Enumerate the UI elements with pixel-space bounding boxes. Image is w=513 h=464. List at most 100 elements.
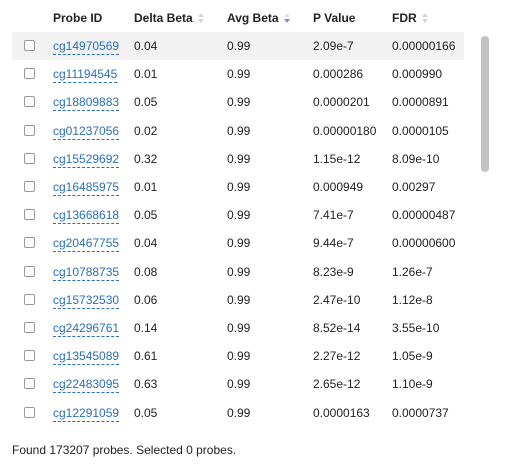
- row-checkbox[interactable]: [24, 406, 35, 418]
- avg-beta-cell: 0.99: [227, 264, 251, 279]
- p-value-cell: 2.47e-10: [313, 292, 361, 307]
- fdr-cell: 0.00297: [392, 180, 436, 194]
- table-row[interactable]: cg01237056 0.02 0.99 0.00000180 0.0000105: [12, 117, 464, 145]
- probe-link[interactable]: cg18809883: [53, 95, 120, 112]
- p-value-cell: 2.09e-7: [313, 39, 354, 53]
- probe-id-cell: cg22483095: [53, 377, 120, 394]
- probe-link[interactable]: cg15529692: [53, 151, 120, 168]
- probe-link[interactable]: cg14970569: [53, 39, 120, 55]
- fdr-cell: 8.09e-10: [392, 151, 440, 166]
- table-header: Probe ID Delta Beta Avg Beta P Value FDR: [12, 0, 464, 35]
- probe-id-cell: cg20467755: [53, 236, 120, 253]
- row-checkbox[interactable]: [24, 40, 35, 51]
- fdr-cell: 0.00000487: [392, 208, 456, 223]
- vertical-scrollbar[interactable]: [478, 30, 492, 432]
- table-row[interactable]: cg15529692 0.32 0.99 1.15e-12 8.09e-10: [12, 145, 464, 173]
- delta-beta-cell: 0.04: [134, 236, 158, 251]
- table-row[interactable]: cg22483095 0.63 0.99 2.65e-12 1.10e-9: [12, 370, 464, 398]
- delta-beta-cell: 0.05: [134, 405, 158, 420]
- table-row[interactable]: cg13545089 0.61 0.99 2.27e-12 1.05e-9: [12, 342, 464, 370]
- delta-beta-cell: 0.06: [134, 292, 158, 307]
- table-row[interactable]: cg10788735 0.08 0.99 8.23e-9 1.26e-7: [12, 258, 464, 286]
- row-checkbox[interactable]: [24, 209, 35, 221]
- probe-id-cell: cg13668618: [53, 208, 120, 225]
- column-header-probe-id-label: Probe ID: [53, 11, 103, 25]
- column-header-avg-beta-label: Avg Beta: [227, 11, 279, 25]
- column-header-delta-beta-label: Delta Beta: [134, 11, 193, 25]
- probe-id-cell: cg13545089: [53, 349, 120, 366]
- probe-link[interactable]: cg22483095: [53, 377, 120, 394]
- fdr-cell: 3.55e-10: [392, 321, 440, 335]
- probe-link[interactable]: cg11194545: [53, 67, 118, 84]
- delta-beta-cell: 0.02: [134, 123, 158, 138]
- table-row[interactable]: cg24296761 0.14 0.99 8.52e-14 3.55e-10: [12, 314, 464, 342]
- table-row[interactable]: cg20467755 0.04 0.99 9.44e-7 0.00000600: [12, 229, 464, 257]
- row-checkbox[interactable]: [24, 237, 35, 249]
- row-checkbox[interactable]: [24, 322, 35, 333]
- column-header-avg-beta[interactable]: Avg Beta: [227, 11, 291, 25]
- delta-beta-cell: 0.05: [134, 208, 158, 223]
- column-header-p-value[interactable]: P Value: [313, 11, 355, 25]
- table-row[interactable]: cg15732530 0.06 0.99 2.47e-10 1.12e-8: [12, 286, 464, 314]
- sort-icon: [421, 13, 429, 23]
- table-row[interactable]: cg13668618 0.05 0.99 7.41e-7 0.00000487: [12, 201, 464, 229]
- p-value-cell: 9.44e-7: [313, 236, 354, 251]
- probe-table: Probe ID Delta Beta Avg Beta P Value FDR…: [12, 0, 464, 430]
- column-header-delta-beta[interactable]: Delta Beta: [134, 11, 205, 25]
- row-checkbox[interactable]: [24, 124, 35, 136]
- avg-beta-cell: 0.99: [227, 67, 251, 82]
- probe-id-cell: cg01237056: [53, 123, 120, 140]
- probe-id-cell: cg11194545: [53, 67, 118, 84]
- probe-link[interactable]: cg20467755: [53, 236, 120, 253]
- table-row[interactable]: cg14970569 0.04 0.99 2.09e-7 0.00000166: [12, 32, 464, 60]
- p-value-cell: 8.23e-9: [313, 264, 354, 279]
- delta-beta-cell: 0.01: [134, 67, 158, 82]
- scrollbar-thumb[interactable]: [481, 36, 489, 172]
- avg-beta-cell: 0.99: [227, 236, 251, 251]
- table-row[interactable]: cg16485975 0.01 0.99 0.000949 0.00297: [12, 173, 464, 201]
- row-checkbox[interactable]: [24, 152, 35, 164]
- probe-link[interactable]: cg24296761: [53, 321, 120, 337]
- row-checkbox[interactable]: [24, 293, 35, 305]
- table-row[interactable]: cg18809883 0.05 0.99 0.0000201 0.0000891: [12, 88, 464, 116]
- probe-link[interactable]: cg15732530: [53, 292, 120, 309]
- sort-icon: [197, 13, 205, 23]
- sort-descending-icon: [283, 13, 291, 23]
- probe-link[interactable]: cg10788735: [53, 264, 120, 281]
- delta-beta-cell: 0.63: [134, 377, 158, 392]
- probe-link[interactable]: cg12291059: [53, 405, 120, 422]
- row-checkbox[interactable]: [24, 350, 35, 362]
- fdr-cell: 0.0000105: [392, 123, 449, 138]
- probe-link[interactable]: cg13545089: [53, 349, 120, 366]
- p-value-cell: 7.41e-7: [313, 208, 354, 223]
- row-checkbox[interactable]: [24, 378, 35, 390]
- column-header-probe-id[interactable]: Probe ID: [53, 11, 102, 25]
- table-row[interactable]: cg11194545 0.01 0.99 0.000286 0.000990: [12, 60, 464, 88]
- probe-id-cell: cg10788735: [53, 264, 120, 281]
- fdr-cell: 0.000990: [392, 67, 443, 82]
- fdr-cell: 1.12e-8: [392, 292, 433, 307]
- fdr-cell: 0.0000891: [392, 95, 449, 110]
- probe-link[interactable]: cg01237056: [53, 123, 120, 140]
- row-checkbox[interactable]: [24, 96, 35, 108]
- row-checkbox[interactable]: [24, 68, 35, 80]
- probe-id-cell: cg18809883: [53, 95, 120, 112]
- row-checkbox[interactable]: [24, 265, 35, 277]
- table-row[interactable]: cg12291059 0.05 0.99 0.0000163 0.0000737: [12, 399, 464, 427]
- probe-id-cell: cg24296761: [53, 321, 120, 337]
- avg-beta-cell: 0.99: [227, 208, 251, 223]
- avg-beta-cell: 0.99: [227, 39, 251, 53]
- row-checkbox[interactable]: [24, 181, 35, 192]
- avg-beta-cell: 0.99: [227, 151, 251, 166]
- column-header-p-value-label: P Value: [313, 11, 356, 25]
- fdr-cell: 1.05e-9: [392, 349, 433, 364]
- fdr-cell: 1.26e-7: [392, 264, 433, 279]
- column-header-fdr[interactable]: FDR: [392, 11, 429, 25]
- probe-link[interactable]: cg16485975: [53, 180, 120, 196]
- p-value-cell: 0.0000163: [313, 405, 370, 420]
- avg-beta-cell: 0.99: [227, 95, 251, 110]
- fdr-cell: 1.10e-9: [392, 377, 433, 392]
- probe-link[interactable]: cg13668618: [53, 208, 120, 225]
- p-value-cell: 2.65e-12: [313, 377, 361, 392]
- fdr-cell: 0.00000600: [392, 236, 456, 251]
